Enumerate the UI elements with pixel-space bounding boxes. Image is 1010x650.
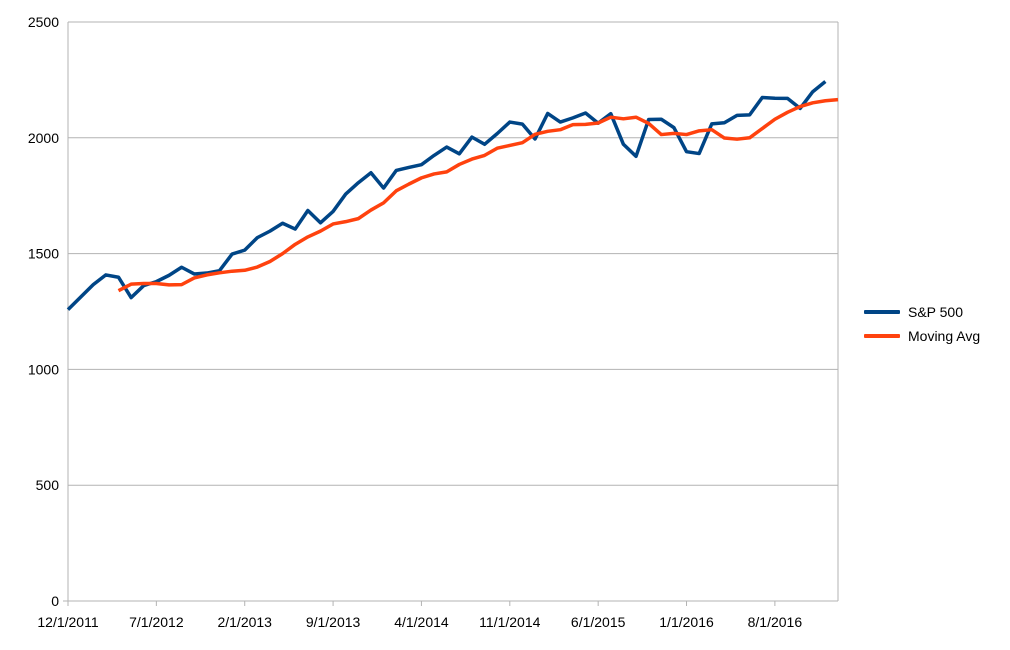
legend-item-sp500: S&P 500 — [864, 300, 980, 324]
x-tick-label: 8/1/2016 — [748, 614, 803, 630]
y-tick-label: 1000 — [28, 361, 59, 377]
legend-label-sp500: S&P 500 — [908, 304, 964, 320]
y-tick-label: 2500 — [28, 14, 59, 30]
y-tick-label: 1500 — [28, 246, 59, 262]
x-tick-label: 1/1/2016 — [659, 614, 714, 630]
series-line-sp500 — [66, 80, 827, 311]
y-tick-label: 500 — [36, 477, 60, 493]
legend-swatch-sp500 — [864, 310, 900, 314]
series-line-moving-avg — [117, 97, 839, 293]
y-tick-label: 0 — [51, 593, 59, 609]
x-tick-label: 4/1/2014 — [394, 614, 449, 630]
x-tick-label: 9/1/2013 — [306, 614, 361, 630]
x-tick-label: 11/1/2014 — [479, 614, 540, 630]
x-tick-label: 6/1/2015 — [571, 614, 626, 630]
legend-item-moving-avg: Moving Avg — [864, 324, 980, 348]
legend: S&P 500 Moving Avg — [864, 300, 980, 348]
legend-swatch-moving-avg — [864, 334, 900, 338]
x-tick-label: 7/1/2012 — [129, 614, 184, 630]
legend-label-moving-avg: Moving Avg — [908, 328, 981, 344]
x-tick-label: 12/1/2011 — [37, 614, 98, 630]
y-tick-label: 2000 — [28, 130, 59, 146]
x-tick-label: 2/1/2013 — [217, 614, 272, 630]
